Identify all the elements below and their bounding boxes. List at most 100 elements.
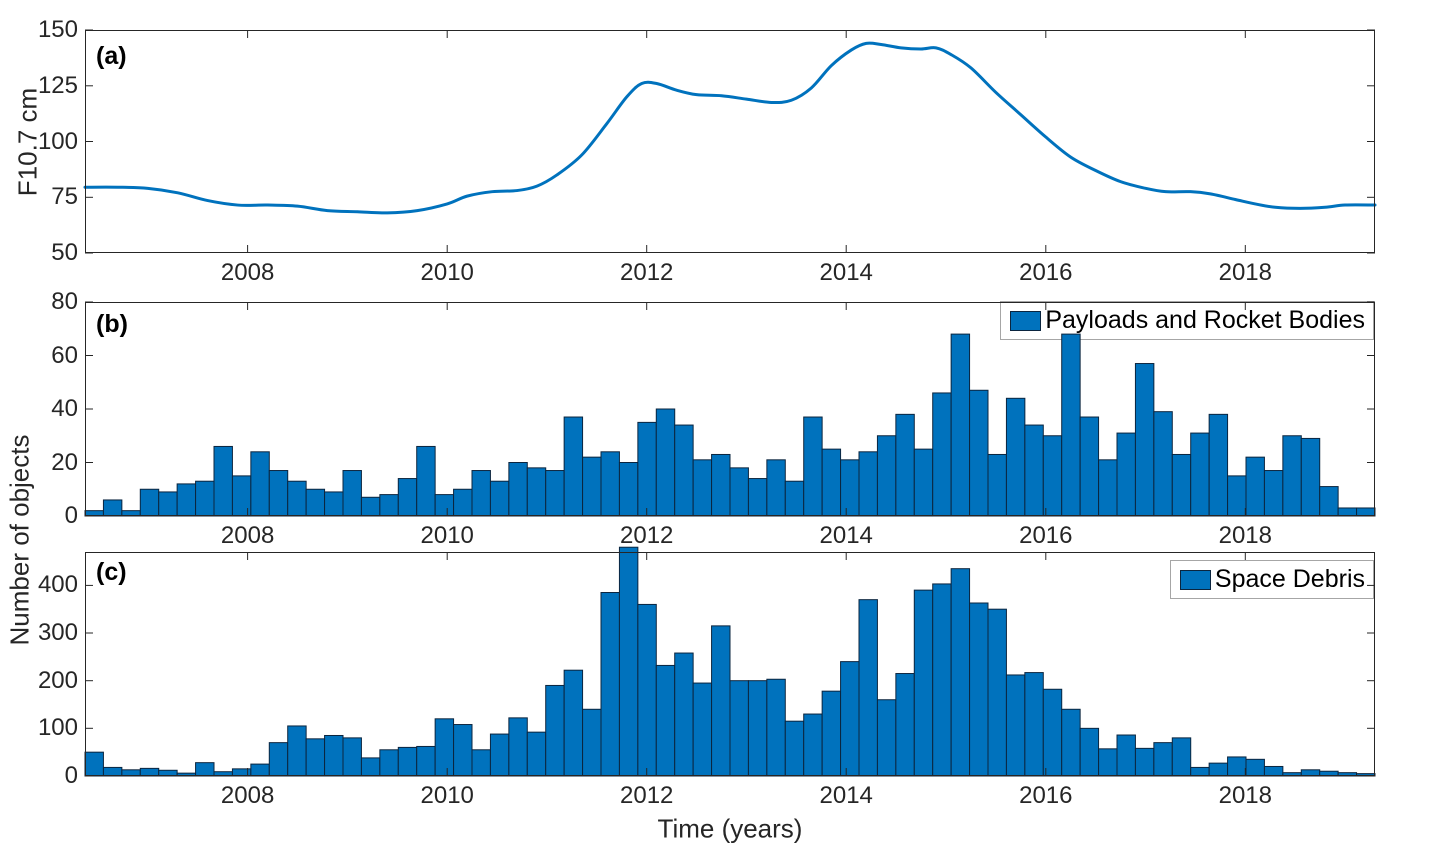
bar	[1263, 470, 1284, 517]
bar	[360, 496, 381, 517]
bar	[600, 451, 620, 517]
bar	[766, 459, 786, 517]
bar	[895, 673, 915, 777]
x-tick-label: 2016	[1019, 782, 1073, 809]
x-tick-label: 2018	[1218, 522, 1272, 549]
x-tick-label: 2010	[420, 259, 474, 286]
bar	[932, 392, 952, 517]
bar	[1098, 459, 1118, 517]
x-tick-label: 2012	[619, 782, 674, 809]
bar	[1337, 507, 1358, 517]
bar	[489, 480, 510, 517]
bar	[1024, 424, 1044, 517]
x-tick-label: 2012	[619, 522, 674, 549]
x-tick-label: 2008	[220, 522, 275, 549]
bar	[821, 448, 842, 517]
bar	[913, 448, 934, 517]
bar	[1190, 766, 1210, 777]
bar	[434, 494, 455, 517]
bar	[563, 416, 584, 517]
legend-swatch-icon	[1179, 569, 1211, 590]
bar	[618, 546, 639, 777]
bar	[1190, 432, 1210, 517]
bar	[692, 459, 713, 517]
bar	[176, 483, 197, 517]
bar	[1005, 674, 1026, 777]
y-tick-label: 60	[51, 341, 78, 369]
y-tick-label: 80	[51, 288, 78, 315]
bar	[969, 602, 989, 777]
bar	[840, 459, 860, 517]
bar	[913, 589, 934, 777]
axes-box	[85, 30, 1375, 253]
panel-label-c: (c)	[96, 558, 127, 586]
bar	[139, 488, 160, 517]
bar	[747, 680, 768, 777]
bar	[582, 708, 602, 777]
x-axis-label-time: Time (years)	[657, 813, 803, 844]
bar	[969, 389, 989, 517]
bar	[655, 664, 676, 777]
x-tick-label: 2016	[1019, 522, 1073, 549]
panel-label-a: (a)	[96, 42, 127, 70]
bar	[1005, 397, 1026, 517]
bar	[1171, 453, 1192, 517]
bar	[784, 480, 805, 517]
x-tick-label: 2008	[220, 782, 275, 809]
bar	[582, 456, 602, 517]
bar	[876, 699, 897, 777]
bar	[287, 480, 307, 517]
bar	[692, 682, 713, 777]
x-tick-label: 2008	[220, 259, 275, 286]
bar	[416, 445, 436, 517]
bar	[1319, 486, 1339, 517]
bar	[876, 435, 897, 517]
bar	[324, 491, 344, 517]
bar	[563, 669, 584, 777]
bar	[1208, 762, 1229, 777]
bar	[1116, 734, 1136, 777]
bar	[932, 583, 952, 777]
bar	[268, 742, 289, 777]
bar	[1024, 672, 1044, 777]
bar	[1042, 435, 1063, 517]
bar-chart-payloads	[84, 301, 1376, 517]
bar	[195, 762, 215, 777]
bar	[453, 488, 473, 517]
bar	[1263, 765, 1284, 777]
bar	[102, 499, 123, 517]
bar	[729, 467, 749, 517]
bar	[1042, 688, 1063, 777]
bar	[950, 568, 971, 777]
bar	[526, 467, 547, 517]
bar	[1134, 747, 1155, 777]
bar	[213, 445, 233, 517]
bar	[655, 408, 676, 517]
x-tick-label: 2014	[819, 522, 873, 549]
bar	[858, 451, 878, 517]
x-tick-label: 2010	[420, 782, 474, 809]
y-tick-label: 0	[64, 762, 78, 789]
legend-payloads-and-rocket-bodies: Payloads and Rocket Bodies	[1000, 301, 1374, 340]
y-tick-label: 100	[37, 714, 78, 742]
bar	[250, 763, 270, 777]
bar	[545, 470, 565, 517]
bar	[139, 767, 160, 777]
bar	[1061, 708, 1081, 777]
y-tick-label: 125	[37, 71, 78, 99]
bar	[84, 751, 104, 777]
bar	[1153, 411, 1173, 517]
x-tick-label: 2014	[819, 259, 873, 286]
bar	[324, 734, 344, 777]
x-tick-label: 2014	[819, 782, 873, 809]
panel-label-b: (b)	[96, 310, 128, 338]
bar	[379, 749, 399, 777]
y-tick-label: 100	[37, 127, 78, 155]
bar	[195, 480, 215, 517]
bar	[711, 453, 731, 517]
bar	[471, 749, 491, 777]
bar	[397, 478, 418, 517]
bar	[1098, 748, 1118, 777]
y-tick-label: 200	[37, 666, 78, 694]
bar	[1116, 432, 1136, 517]
